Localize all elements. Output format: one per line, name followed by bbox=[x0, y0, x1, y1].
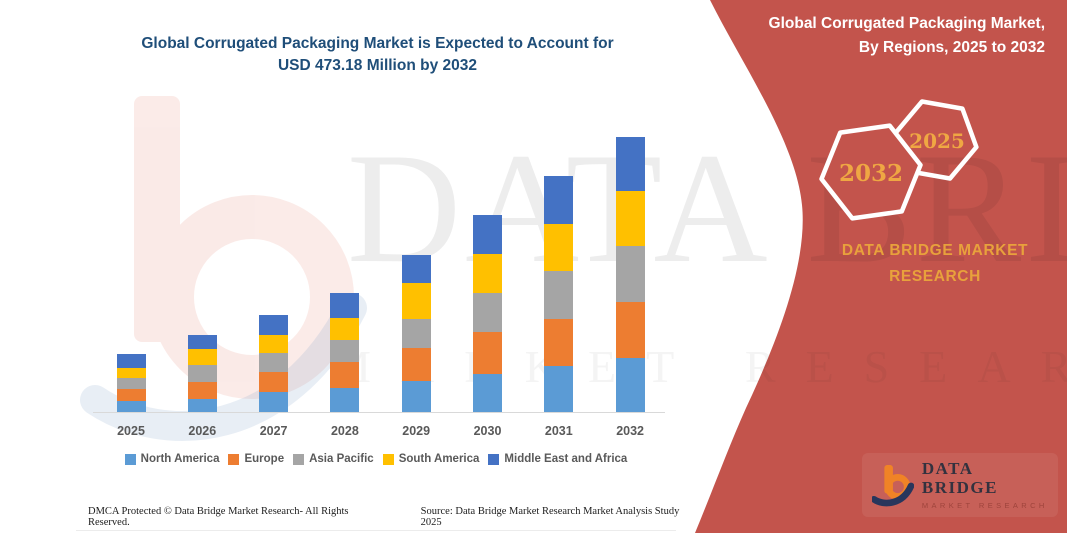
brand-text: DATA BRIDGE MARKET RESEARCH bbox=[795, 238, 1067, 291]
bar-segment-2026-middle-east-and-africa bbox=[187, 335, 217, 349]
brand-text-line1: DATA BRIDGE MARKET bbox=[841, 242, 1029, 259]
ghost-logo-stem bbox=[134, 96, 180, 342]
x-axis-label-2030: 2030 bbox=[473, 424, 502, 438]
legend-swatch-icon bbox=[124, 453, 136, 465]
bar-segment-2026-europe bbox=[187, 382, 217, 399]
bar-segment-2027-asia-pacific bbox=[259, 352, 289, 372]
chart-title: Global Corrugated Packaging Market is Ex… bbox=[85, 33, 670, 78]
bar-segment-2025-middle-east-and-africa bbox=[116, 354, 146, 368]
watermark-subtext: MARKET RESEARCH bbox=[330, 341, 1067, 392]
legend-label: Europe bbox=[244, 453, 285, 465]
legend-label: Middle East and Africa bbox=[504, 453, 628, 465]
bar-segment-2025-asia-pacific bbox=[116, 377, 146, 389]
panel-heading-line2: By Regions, 2025 to 2032 bbox=[858, 39, 1045, 57]
data-bridge-logo-icon bbox=[872, 465, 914, 507]
bar-segment-2026-asia-pacific bbox=[187, 364, 217, 383]
chart-legend: North America Europe Asia Pacific South Ame… bbox=[80, 453, 672, 465]
x-axis-label-2027: 2027 bbox=[259, 424, 288, 438]
bar-segment-2025-europe bbox=[116, 388, 146, 401]
legend-swatch-icon bbox=[382, 453, 394, 465]
bar-segment-2027-north-america bbox=[259, 392, 289, 413]
legend-swatch-icon bbox=[293, 453, 305, 465]
legend-item-north-america: North America bbox=[124, 453, 220, 465]
panel-heading-line1: Global Corrugated Packaging Market, bbox=[768, 15, 1045, 32]
chart-title-line1: Global Corrugated Packaging Market is Ex… bbox=[141, 35, 614, 52]
legend-label: North America bbox=[140, 453, 220, 465]
bar-segment-2028-south-america bbox=[330, 318, 360, 341]
x-axis-label-2031: 2031 bbox=[544, 424, 573, 438]
bar-segment-2027-europe bbox=[259, 371, 289, 392]
brand-text-line2: RESEARCH bbox=[889, 268, 981, 286]
x-axis-label-2026: 2026 bbox=[188, 424, 217, 438]
legend-swatch-icon bbox=[228, 453, 240, 465]
legend-item-asia-pacific: Asia Pacific bbox=[293, 453, 374, 465]
legend-item-south-america: South America bbox=[382, 453, 480, 465]
logo-card: DATA BRIDGE MARKET RESEARCH bbox=[862, 453, 1058, 517]
bar-segment-2025-south-america bbox=[116, 367, 146, 378]
bar-segment-2027-middle-east-and-africa bbox=[259, 315, 289, 335]
legend-item-middle-east-and-africa: Middle East and Africa bbox=[488, 453, 627, 465]
bar-segment-2027-south-america bbox=[259, 334, 289, 353]
footer-dmca-text: DMCA Protected © Data Bridge Market Rese… bbox=[88, 506, 349, 528]
footer: DMCA Protected © Data Bridge Market Rese… bbox=[88, 506, 688, 528]
legend-swatch-icon bbox=[488, 453, 500, 465]
bottom-hairline bbox=[76, 530, 676, 531]
x-axis-label-2032: 2032 bbox=[616, 424, 644, 438]
panel-heading: Global Corrugated Packaging Market, By R… bbox=[715, 12, 1045, 60]
ghost-logo-swoosh bbox=[80, 293, 367, 441]
legend-item-europe: Europe bbox=[228, 453, 284, 465]
legend-label: South America bbox=[398, 453, 480, 465]
footer-source-text: Source: Data Bridge Market Research Mark… bbox=[420, 506, 680, 528]
chart-title-line2: USD 473.18 Million by 2032 bbox=[277, 57, 477, 75]
x-axis-line bbox=[93, 412, 665, 413]
bar-segment-2026-south-america bbox=[187, 348, 217, 365]
logo-subtitle: MARKET RESEARCH bbox=[921, 501, 1048, 511]
bar-segment-2026-north-america bbox=[187, 398, 217, 413]
legend-label: Asia Pacific bbox=[309, 453, 374, 465]
x-axis-label-2029: 2029 bbox=[402, 424, 431, 438]
x-axis-label-2025: 2025 bbox=[117, 424, 145, 438]
ghost-logo-bowl bbox=[150, 195, 354, 399]
logo-wordmark: DATA BRIDGE bbox=[921, 458, 998, 497]
x-axis-label-2028: 2028 bbox=[330, 424, 359, 438]
